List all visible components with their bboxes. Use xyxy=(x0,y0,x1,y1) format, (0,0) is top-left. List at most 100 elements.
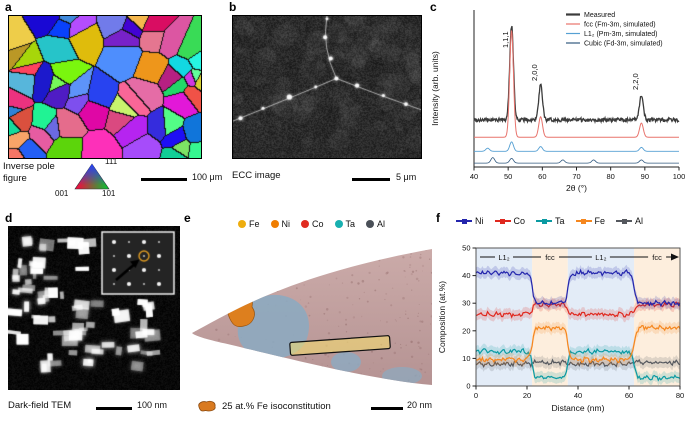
legend-item-ni: Ni xyxy=(456,216,484,226)
ta-profile-line xyxy=(475,347,681,382)
phase-label: L1₂ xyxy=(595,253,606,262)
legend-item-ni: Ni xyxy=(270,219,291,229)
xrd-curve xyxy=(474,141,679,152)
ni-profile-line xyxy=(475,268,681,308)
svg-text:60: 60 xyxy=(538,172,546,181)
ipf-caption: Inverse pole figure xyxy=(3,161,55,184)
ni-error-band xyxy=(476,264,680,311)
legend-label: Cubic (Fd-3m, simulated) xyxy=(584,41,663,48)
xrd-curve xyxy=(473,25,680,125)
legend-item-fe: Fe xyxy=(575,216,606,226)
ipf-label-001: 001 xyxy=(55,189,69,198)
profile-element-legend: Ni Co Ta Fe Al xyxy=(456,216,643,226)
panel-b-scale-bar xyxy=(352,178,390,181)
ipf-label-101: 101 xyxy=(102,189,116,198)
legend-label: fcc (Fm-3m, simulated) xyxy=(584,22,656,29)
svg-text:50: 50 xyxy=(462,244,470,253)
panel-a-scale-bar xyxy=(141,178,187,181)
panel-b-scale-label: 5 μm xyxy=(396,172,417,182)
svg-text:0: 0 xyxy=(466,382,470,391)
svg-text:0: 0 xyxy=(474,391,478,400)
fe-isosurface-blob xyxy=(227,290,255,327)
al-line-marker xyxy=(616,218,633,224)
y-axis-label: Composition (at.%) xyxy=(437,281,447,353)
legend-item-al: Al xyxy=(616,216,643,226)
panel-a-scale-label: 100 μm xyxy=(192,172,223,182)
svg-text:20: 20 xyxy=(462,326,470,335)
precipitate-region-edge xyxy=(382,367,422,385)
ni-color-dot xyxy=(270,220,279,228)
legend-label: Measured xyxy=(584,12,615,19)
ta-color-dot xyxy=(334,220,343,228)
svg-text:40: 40 xyxy=(470,172,478,181)
legend-item-al: Al xyxy=(366,219,385,229)
legend-item-fe: Fe xyxy=(238,219,260,229)
svg-text:80: 80 xyxy=(676,391,684,400)
legend-item-co: Co xyxy=(301,219,324,229)
co-line-marker xyxy=(494,218,511,224)
al-profile-line xyxy=(475,358,681,369)
svg-text:100: 100 xyxy=(673,172,685,181)
svg-text:80: 80 xyxy=(606,172,614,181)
svg-text:70: 70 xyxy=(572,172,580,181)
panel-d-label: d xyxy=(5,211,13,225)
apt-reconstruction xyxy=(192,249,432,385)
fe-profile-line xyxy=(476,324,681,364)
phase-label: L1₂ xyxy=(498,253,509,262)
legend-label: Co xyxy=(312,219,324,229)
apt-tip-holder xyxy=(186,233,432,389)
peak-label: 1,1,1 xyxy=(501,31,510,48)
svg-text:20: 20 xyxy=(523,391,531,400)
composition-profile-holder: L1₂ fcc L1₂ fcc 0 20 40 60 80 0 10 20 30 40 50 Distance… xyxy=(436,228,685,424)
svg-text:60: 60 xyxy=(625,391,633,400)
arrowhead xyxy=(671,253,679,261)
phase-band xyxy=(532,248,568,386)
xrd-curve xyxy=(474,157,679,164)
panel-a-label: a xyxy=(5,0,12,14)
ipf-triangle xyxy=(74,163,110,190)
peak-label: 2,0,0 xyxy=(530,64,539,81)
svg-text:40: 40 xyxy=(574,391,582,400)
svg-text:90: 90 xyxy=(641,172,649,181)
svg-text:40: 40 xyxy=(462,271,470,280)
co-error-band xyxy=(476,296,680,323)
fe-isosurface-icon xyxy=(196,399,218,413)
panel-d-scale-label: 100 nm xyxy=(137,400,168,410)
iso-label: 25 at.% Fe isoconstitution xyxy=(222,401,331,412)
legend-label: Ni xyxy=(475,216,484,226)
ecc-caption: ECC image xyxy=(232,170,281,181)
xrd-curve xyxy=(474,30,679,138)
legend-item-ta: Ta xyxy=(536,216,565,226)
ipf-label-111: 111 xyxy=(105,157,118,166)
legend-label: Al xyxy=(377,219,386,229)
panel-f-label: f xyxy=(436,211,440,225)
composition-profile-chart: L1₂ fcc L1₂ fcc 0 20 40 60 80 0 10 20 30 40 50 Distance… xyxy=(437,244,684,414)
legend-label: L1₂ (Pm-3m, simulated) xyxy=(584,31,658,38)
co-profile-line xyxy=(475,300,681,319)
ipf-color-key-triangle xyxy=(72,163,112,190)
legend-label: Fe xyxy=(594,216,606,226)
tem-caption: Dark-field TEM xyxy=(8,400,72,411)
svg-text:10: 10 xyxy=(462,354,470,363)
fe-error-band xyxy=(476,320,680,368)
phase-label: fcc xyxy=(652,253,662,262)
apt-tip-body xyxy=(192,249,432,385)
panel-b-label: b xyxy=(229,0,237,14)
legend-label: Ta xyxy=(345,219,356,229)
svg-text:30: 30 xyxy=(462,299,470,308)
legend-label: Ni xyxy=(281,219,291,229)
panel-e-scale-bar xyxy=(371,407,403,410)
legend-label: Ta xyxy=(555,216,565,226)
xrd-chart-holder: 40 50 60 70 80 90 100 2θ (°) Intensity (arb. uni… xyxy=(428,4,685,204)
co-color-dot xyxy=(301,220,310,228)
x-axis-label: 2θ (°) xyxy=(566,183,587,193)
legend-label: Co xyxy=(513,216,526,226)
x-axis-label: Distance (nm) xyxy=(552,403,605,413)
ecc-image xyxy=(232,15,422,159)
precipitate-region-small xyxy=(331,352,361,372)
panel-c-label: c xyxy=(430,0,437,14)
y-axis-label: Intensity (arb. units) xyxy=(430,51,440,126)
roi-box xyxy=(289,335,391,356)
fe-color-dot xyxy=(238,220,246,228)
